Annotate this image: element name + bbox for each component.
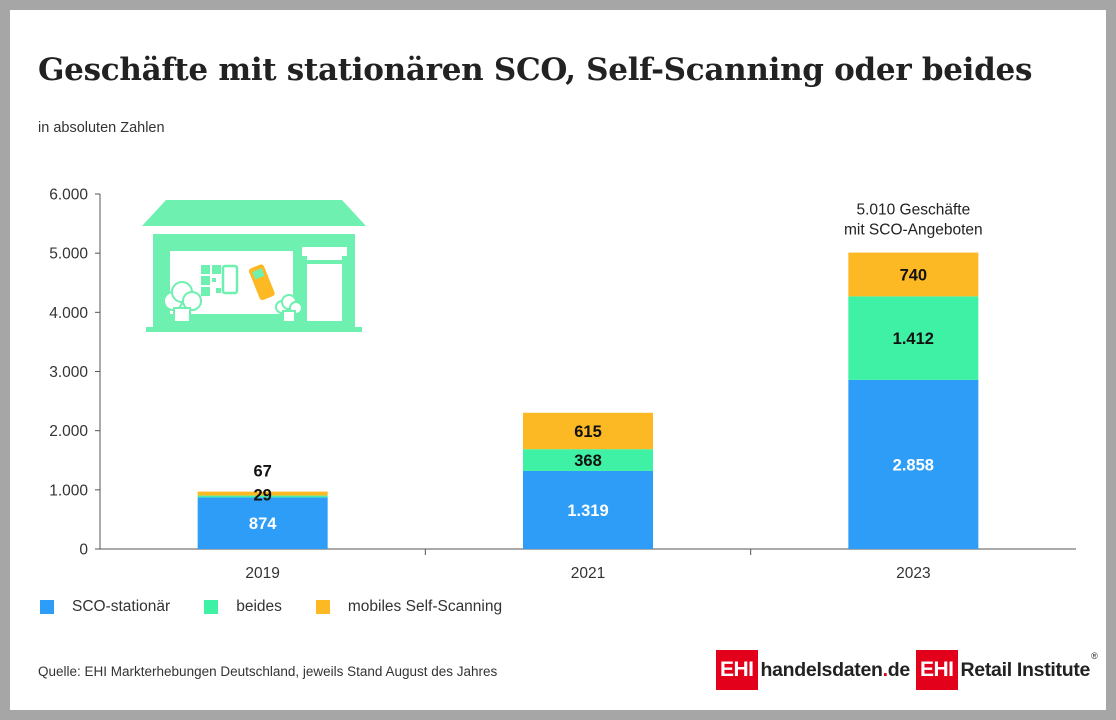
chart-subtitle: in absoluten Zahlen — [38, 120, 165, 136]
legend-swatch — [40, 600, 54, 614]
bar-segment — [848, 252, 979, 297]
infographic-frame: Geschäfte mit stationären SCO, Self-Scan… — [10, 10, 1106, 710]
total-annotation: 5.010 Geschäfte mit SCO-Angeboten — [844, 202, 983, 239]
y-tick-label: 4.000 — [49, 305, 88, 322]
legend-label: beides — [236, 598, 282, 615]
bar-value-label: 1.319 — [567, 502, 608, 520]
legend-item-sco-stationaer: SCO-stationär — [40, 598, 170, 616]
x-tick-label: 2023 — [896, 565, 930, 582]
bar-segment — [523, 449, 653, 471]
stacked-bar-chart: 0 1.000 2.000 3.000 4.000 5.000 6.000 2019 2021… — [49, 187, 1076, 582]
annotation-line: mit SCO-Angeboten — [844, 222, 983, 239]
logo-text: handelsdaten.de — [760, 658, 911, 681]
y-tick-label: 2.000 — [49, 423, 88, 440]
y-tick-label: 0 — [79, 542, 88, 559]
qr-code-icon — [201, 265, 221, 296]
x-axis-ticks: 2019 2021 2023 — [245, 549, 931, 582]
legend-label: mobiles Self-Scanning — [347, 598, 503, 615]
bar-value-label: 1.412 — [893, 330, 934, 348]
bar-segment — [523, 470, 653, 549]
handheld-scanner-icon — [248, 264, 275, 301]
bar-segment — [523, 412, 653, 450]
bar-value-label: 67 — [253, 463, 271, 481]
plant-icon — [163, 281, 303, 323]
bar-segment — [848, 296, 979, 380]
x-tick-label: 2019 — [245, 565, 279, 582]
bar-value-label: 615 — [574, 423, 602, 441]
chart-title: Geschäfte mit stationären SCO, Self-Scan… — [38, 52, 1033, 88]
bar-segment — [197, 497, 328, 549]
smartphone-icon — [221, 264, 239, 295]
handelsdaten-logo[interactable]: EHI handelsdaten.de — [716, 650, 910, 690]
x-tick-label: 2021 — [571, 565, 605, 582]
y-tick-label: 1.000 — [49, 482, 88, 499]
bar-value-label: 2.858 — [893, 456, 934, 474]
legend-item-mobiles-self-scanning: mobiles Self-Scanning — [315, 598, 503, 616]
bar-value-label: 29 — [253, 487, 271, 505]
bar-segment — [848, 379, 979, 549]
legend-swatch — [315, 600, 330, 614]
legend-label: SCO-stationär — [72, 598, 171, 615]
y-tick-label: 5.000 — [49, 246, 88, 263]
annotation-line: 5.010 Geschäfte — [856, 202, 970, 219]
y-tick-label: 3.000 — [49, 364, 88, 381]
legend-swatch — [204, 600, 219, 614]
logo-box: EHI — [716, 650, 758, 690]
ehi-retail-institute-logo[interactable]: EHI Retail Institute® — [916, 650, 1098, 690]
bar-segment — [197, 495, 328, 498]
logo-text: Retail Institute® — [960, 650, 1098, 681]
bar-value-label: 874 — [249, 515, 277, 533]
bar-stacks: 874 29 67 1.319 368 615 2.858 1.412 740 — [197, 252, 979, 549]
y-tick-label: 6.000 — [49, 187, 88, 204]
source-note: Quelle: EHI Markterhebungen Deutschland,… — [38, 664, 498, 679]
bar-value-label: 740 — [900, 266, 928, 284]
legend-item-beides: beides — [204, 598, 282, 616]
y-axis-ticks: 0 1.000 2.000 3.000 4.000 5.000 6.000 — [49, 187, 100, 559]
bar-segment — [197, 491, 328, 496]
logo-box: EHI — [916, 650, 958, 690]
store-illustration — [142, 200, 366, 332]
bar-value-label: 368 — [574, 452, 602, 470]
chart-legend: SCO-stationär beides mobiles Self-Scanni… — [40, 598, 536, 616]
